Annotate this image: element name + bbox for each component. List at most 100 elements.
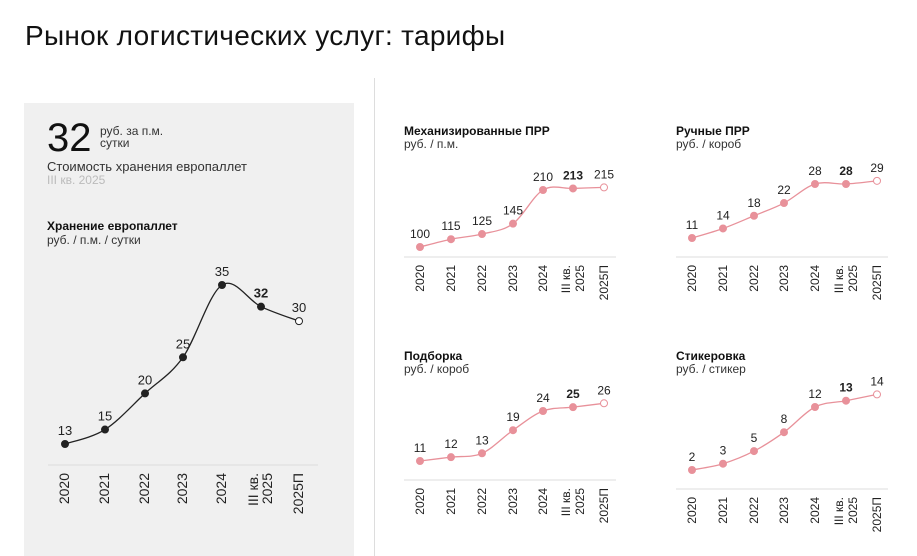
data-point: [218, 281, 226, 289]
kpi-unit: руб. за п.м. сутки: [100, 125, 210, 149]
x-tick-label: 2020: [685, 265, 699, 292]
x-tick-label-text: 2025П: [290, 473, 306, 514]
x-tick-label-text: 2022: [475, 265, 489, 292]
data-label: 24: [536, 391, 550, 405]
kpi-unit-line2: сутки: [100, 136, 130, 150]
x-tick-label: 2022: [747, 265, 761, 292]
kpi-period: III кв. 2025: [47, 173, 106, 187]
data-point: [842, 180, 850, 188]
x-tick-label: 2020: [56, 473, 72, 504]
x-tick-label: 2023: [777, 497, 791, 524]
x-tick-label-text: 2020: [413, 265, 427, 292]
data-label: 14: [716, 208, 730, 222]
x-tick-label-text: 2020: [56, 473, 72, 504]
x-tick-label-line: 2025: [259, 473, 275, 504]
chart-unit: руб. / короб: [676, 137, 742, 151]
data-point: [101, 425, 109, 434]
x-tick-label-line: III кв.: [559, 265, 573, 293]
x-tick-label-line: III кв.: [832, 265, 846, 293]
forecast-point: [873, 390, 881, 399]
data-point: [750, 447, 758, 456]
forecast-point: [873, 176, 881, 185]
x-tick-label: 2025П: [597, 488, 611, 523]
data-label: 30: [292, 300, 306, 315]
data-point: [141, 389, 149, 398]
x-tick-label-text: 2024: [536, 265, 550, 292]
data-point: [719, 224, 727, 233]
data-point: [569, 184, 577, 193]
x-tick-label: 2025П: [290, 473, 306, 514]
x-tick-label-text: 2021: [444, 265, 458, 292]
x-tick-label: 2022: [747, 497, 761, 524]
data-point: [811, 180, 819, 188]
x-tick-label: 2021: [716, 265, 730, 292]
data-point: [811, 403, 819, 411]
kpi-label: Стоимость хранения европаллет: [47, 159, 247, 174]
data-label: 28: [808, 164, 822, 178]
chart-title: Механизированные ПРР: [404, 124, 550, 138]
data-label: 19: [506, 410, 520, 424]
data-label: 13: [475, 433, 489, 447]
data-point: [750, 211, 758, 220]
divider: [374, 78, 375, 556]
data-point: [780, 199, 788, 208]
chart-title: Ручные ПРР: [676, 124, 750, 138]
x-tick-label-text: 2023: [777, 497, 791, 524]
data-label: 11: [414, 441, 427, 455]
x-tick-label: 2024: [808, 497, 822, 524]
x-tick-label-text: 2024: [808, 265, 822, 292]
data-label: 29: [870, 161, 884, 175]
data-label: 25: [566, 387, 580, 401]
data-label: 25: [176, 336, 190, 351]
x-tick-label-text: 2023: [777, 265, 791, 292]
data-label: 18: [747, 196, 761, 210]
x-tick-label-text: 2025П: [597, 488, 611, 523]
x-tick-label-text: 2022: [475, 488, 489, 515]
x-tick-label-line: 2025: [846, 265, 860, 292]
x-tick-label-line: III кв.: [559, 488, 573, 516]
data-point: [719, 459, 727, 468]
data-point: [688, 234, 696, 242]
kpi-value: 32: [47, 116, 92, 160]
forecast-point: [295, 317, 303, 326]
x-tick-label-line: 2025: [573, 265, 587, 292]
x-tick-label-line: 2025: [846, 497, 860, 524]
data-label: 14: [870, 374, 884, 388]
data-point: [509, 219, 517, 228]
data-label: 32: [254, 286, 268, 301]
data-label: 125: [472, 214, 492, 228]
x-tick-label-text: 2024: [213, 473, 229, 504]
data-label: 12: [808, 387, 822, 401]
data-label: 13: [839, 381, 853, 395]
chart-title: Хранение европаллет: [47, 219, 178, 233]
chart-unit: руб. / короб: [404, 362, 470, 376]
data-label: 215: [594, 167, 614, 181]
x-tick-label-text: 2024: [808, 497, 822, 524]
x-tick-label-text: 2020: [685, 265, 699, 292]
x-tick-label-text: 2023: [506, 265, 520, 292]
chart-title: Подборка: [404, 349, 463, 363]
x-tick-label: 2023: [506, 488, 520, 515]
data-point: [447, 235, 455, 244]
data-point: [539, 186, 547, 194]
x-tick-label: 2024: [536, 265, 550, 292]
data-label: 13: [58, 423, 72, 438]
chart-labeling: 2 2020 3 2021 5 2022 8 2023 12 2024 13 III кв. 2025 1…: [676, 374, 888, 532]
data-label: 8: [781, 412, 788, 426]
page-title: Рынок логистических услуг: тарифы: [25, 20, 506, 51]
x-tick-label-text: 2020: [685, 497, 699, 524]
x-tick-label: 2021: [96, 473, 112, 504]
x-tick-label: 2020: [685, 497, 699, 524]
x-tick-label-text: 2025П: [870, 497, 884, 532]
data-label: 22: [777, 183, 791, 197]
data-point: [61, 440, 69, 448]
data-label: 115: [441, 219, 460, 233]
data-label: 12: [444, 437, 458, 451]
x-tick-label: 2023: [777, 265, 791, 292]
x-tick-label: 2022: [475, 265, 489, 292]
chart-title: Стикеровка: [676, 349, 746, 363]
x-tick-label: 2024: [808, 265, 822, 292]
x-tick-label-text: 2025П: [597, 265, 611, 300]
